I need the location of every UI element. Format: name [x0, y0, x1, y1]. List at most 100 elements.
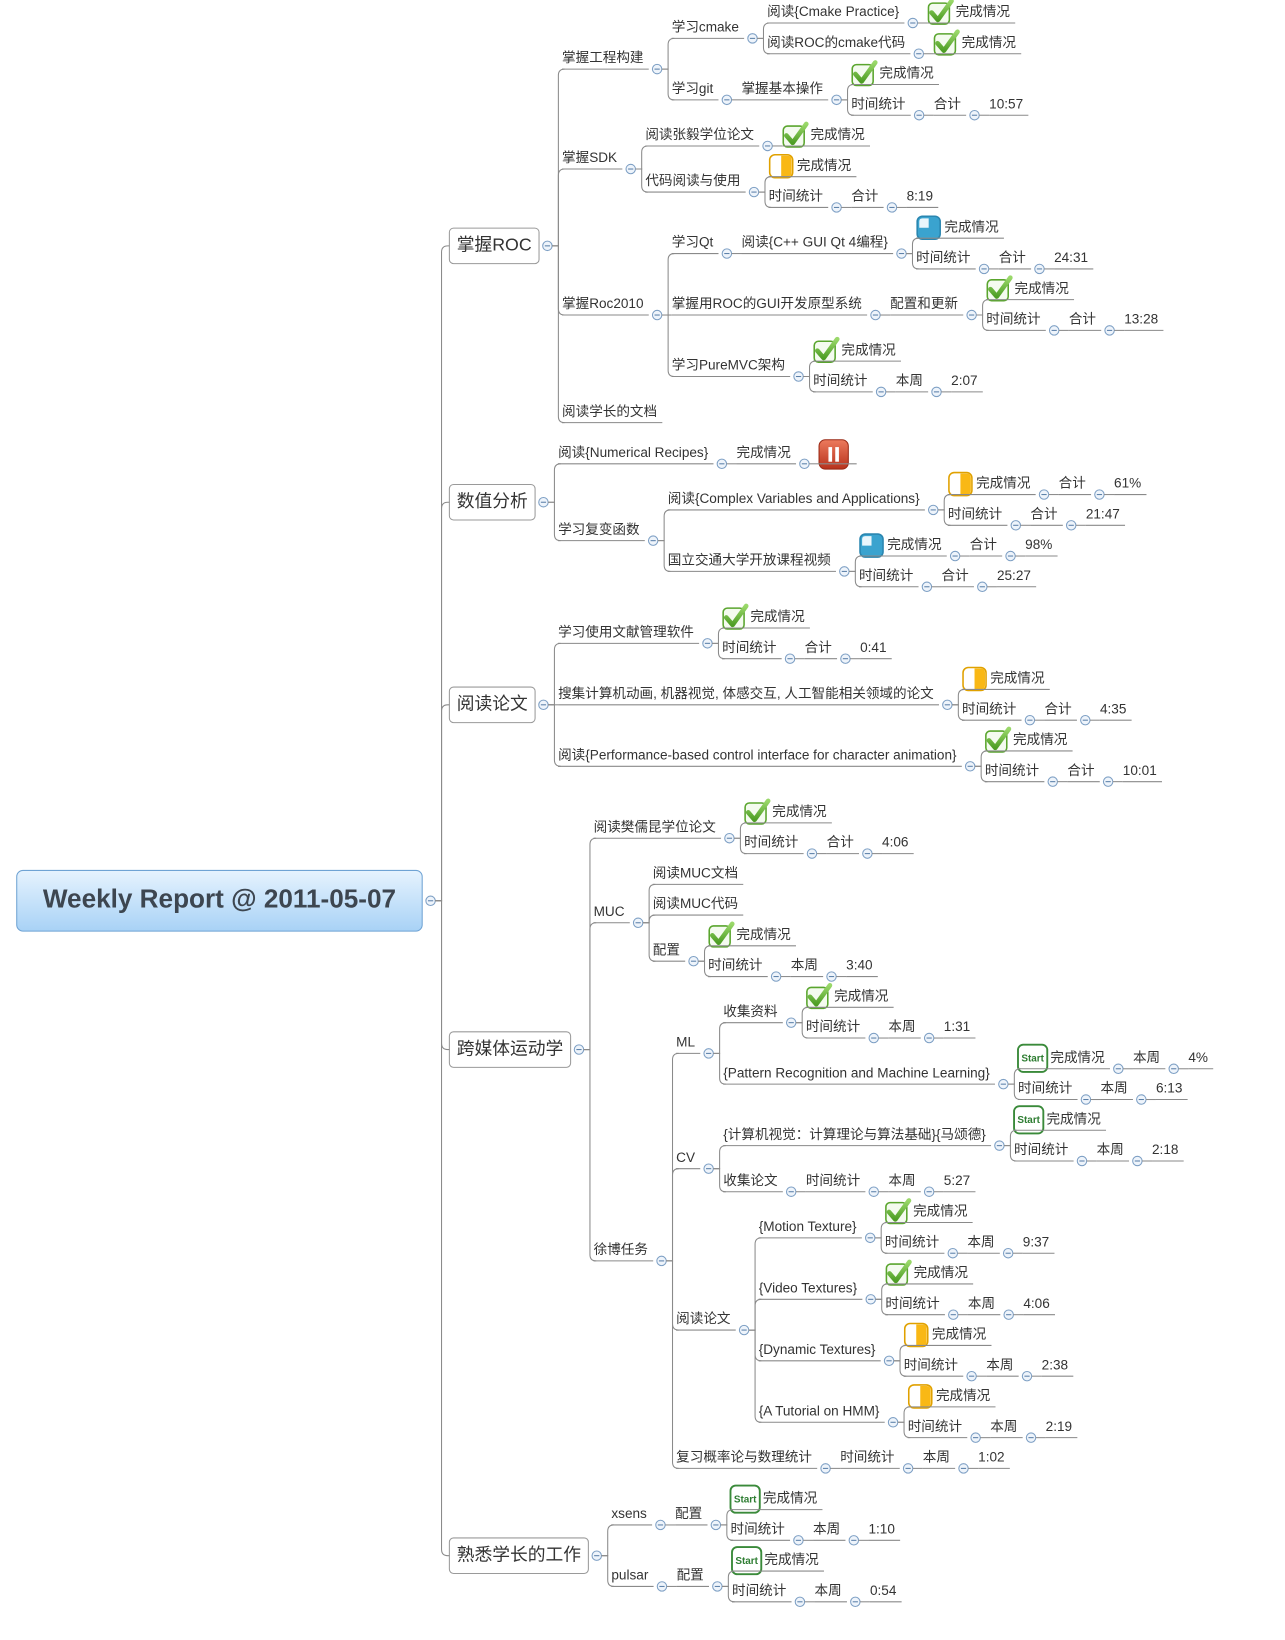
connector [583, 1049, 597, 1262]
node-label: 完成情况 [834, 988, 889, 1003]
node-label: 4:06 [882, 835, 908, 850]
node-label: 学习复变函数 [558, 521, 640, 537]
status-icon [813, 336, 840, 363]
node-label: 完成情况 [932, 1327, 987, 1342]
node-label: 2:18 [1152, 1142, 1178, 1157]
connector [952, 688, 965, 706]
node-label: 本周 [813, 1521, 840, 1536]
node-label: 时间统计 [722, 640, 777, 655]
node-label: 阅读{Complex Variables and Applications} [668, 491, 920, 506]
connector [748, 1329, 762, 1423]
topic-title: 跨媒体运动学 [457, 1038, 564, 1058]
node-label: 时间统计 [851, 96, 906, 111]
connector [661, 314, 675, 378]
connector [976, 299, 989, 316]
connector [435, 900, 450, 1557]
node-label: ML [676, 1035, 695, 1050]
node-label: 合计 [1059, 476, 1087, 491]
connector [601, 1555, 615, 1587]
icon-check [815, 336, 840, 361]
connector [757, 37, 770, 55]
node-label: 10:57 [989, 96, 1023, 111]
node-label: {Dynamic Textures} [759, 1342, 876, 1357]
node-label: 时间统计 [985, 763, 1040, 778]
node-label: 时间统计 [840, 1450, 895, 1465]
node-label: 完成情况 [764, 1552, 819, 1567]
connector [849, 570, 862, 588]
node-label: 合计 [805, 640, 833, 655]
connector [635, 145, 648, 170]
node-label: 本周 [888, 1019, 915, 1034]
node-label: 收集资料 [723, 1004, 778, 1019]
connector [435, 900, 450, 1051]
status-icon [851, 60, 878, 87]
node-label: 掌握基本操作 [741, 80, 823, 96]
connector [893, 1360, 907, 1377]
node-label: 2:38 [1042, 1357, 1068, 1372]
status-icon [722, 603, 749, 630]
node-label: 配置和更新 [890, 296, 958, 311]
status-icon: Start [1017, 1043, 1049, 1073]
node-label: 完成情况 [1013, 732, 1068, 747]
connector [1004, 1145, 1017, 1162]
node-label: 时间统计 [806, 1019, 861, 1034]
node-label: 阅读{C++ GUI Qt 4编程} [742, 235, 889, 250]
node-label: 8:19 [907, 189, 933, 204]
node-label: 徐博任务 [594, 1241, 649, 1257]
icon-fill [920, 1386, 931, 1407]
connector [849, 555, 862, 572]
connector [661, 68, 675, 101]
node-label: 配置 [675, 1506, 702, 1521]
icon-box [731, 1546, 763, 1576]
connector [552, 245, 565, 424]
icon-fill [919, 218, 929, 228]
connector [712, 627, 725, 644]
node-label: 本周 [967, 1234, 994, 1249]
status-icon: Start [731, 1546, 763, 1576]
connector [722, 1570, 735, 1587]
node-label: 完成情况 [736, 445, 791, 460]
connector [552, 168, 565, 247]
connector [875, 1283, 889, 1300]
topic-title: 数值分析 [457, 491, 528, 511]
node-label: 阅读MUC代码 [653, 896, 738, 911]
status-icon [782, 121, 809, 148]
icon-check [986, 726, 1012, 751]
node-label: 时间统计 [948, 506, 1003, 521]
node-label: 学习cmake [672, 20, 739, 35]
node-label: 61% [1114, 476, 1141, 491]
node-label: 本周 [968, 1296, 995, 1311]
status-icon: Start [1013, 1105, 1045, 1135]
connector [874, 1221, 888, 1239]
node-label: 时间统计 [708, 958, 763, 973]
node-label: 合计 [999, 250, 1027, 265]
node-label: 时间统计 [916, 250, 971, 265]
node-label: 时间统计 [744, 835, 799, 850]
icon-fill [862, 536, 872, 546]
connector [666, 1168, 679, 1262]
icon-check [929, 0, 954, 23]
node-label: 9:37 [1023, 1234, 1049, 1249]
status-icon [986, 275, 1013, 302]
node-label: 完成情况 [750, 609, 805, 624]
icon-box [1013, 1105, 1045, 1135]
connector [583, 837, 597, 1051]
connector [548, 642, 561, 706]
node-label: 合计 [1069, 312, 1097, 327]
node-label: 学习Qt [672, 235, 714, 250]
status-icon: Start [729, 1484, 761, 1514]
node-label: 完成情况 [990, 671, 1045, 686]
node-label: 21:47 [1086, 506, 1120, 521]
node-label: 合计 [970, 537, 998, 552]
connector [548, 704, 561, 767]
status-icon [885, 1198, 912, 1225]
connector [435, 245, 450, 902]
connector [666, 1052, 679, 1262]
node-label: 搜集计算机动画, 机器视觉, 体感交互, 人工智能相关领域的论文 [558, 685, 934, 701]
connector [974, 765, 988, 783]
icon-fill [916, 1324, 927, 1346]
topic-title: 熟悉学长的工作 [457, 1543, 582, 1564]
connector [1004, 1129, 1017, 1147]
node-label: 合计 [851, 189, 879, 204]
